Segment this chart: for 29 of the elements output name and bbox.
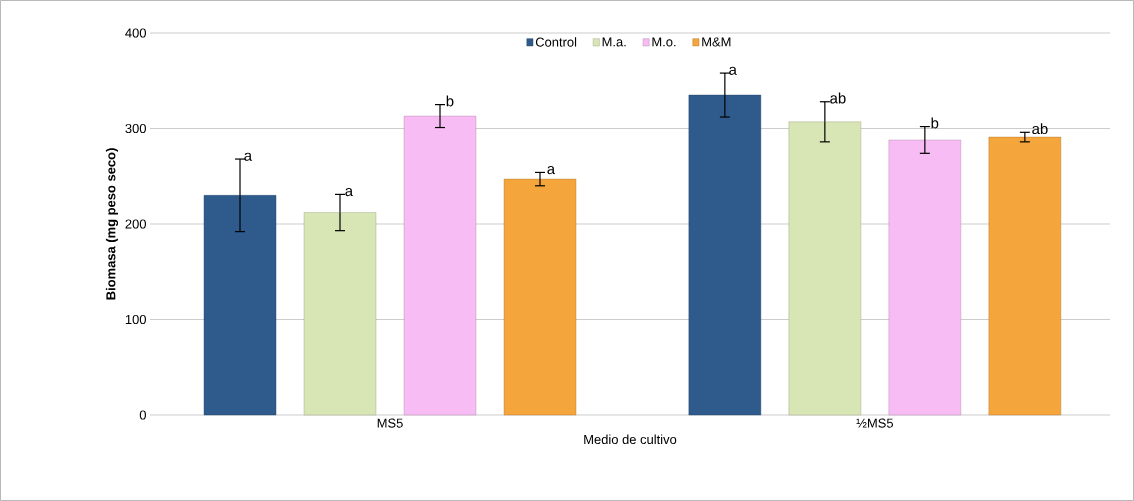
y-tick-label: 300	[125, 123, 146, 134]
annotation: ab	[1032, 123, 1048, 135]
y-tick-label: 200	[125, 219, 146, 229]
x-tick-label: MS5	[377, 418, 403, 428]
annotation: b	[446, 95, 454, 107]
annotation: a	[547, 166, 556, 175]
bar	[203, 195, 277, 416]
annotation: a	[244, 152, 253, 161]
legend-label: M&M	[702, 37, 731, 47]
legend-label: M.a.	[602, 37, 626, 47]
legend-label: Control	[535, 37, 577, 47]
y-tick-label: 100	[125, 314, 146, 325]
x-axis-title: Medio de cultivo	[584, 434, 677, 445]
bar	[303, 212, 377, 416]
annotation: a	[345, 188, 354, 197]
bar	[988, 136, 1062, 416]
bar	[688, 94, 762, 416]
bar	[888, 139, 962, 416]
bar	[788, 121, 862, 416]
y-tick-label: 0	[139, 410, 146, 420]
y-axis-title: Biomasa (mg peso seco)	[105, 148, 119, 300]
bar	[503, 178, 577, 416]
legend-label: M.o.	[652, 37, 676, 47]
y-tick-label: 400	[125, 28, 146, 38]
bar	[403, 115, 477, 416]
annotation: a	[729, 66, 737, 75]
annotation: b	[931, 117, 939, 129]
annotation: ab	[830, 92, 846, 104]
x-tick-label: ½MS5	[856, 418, 894, 428]
